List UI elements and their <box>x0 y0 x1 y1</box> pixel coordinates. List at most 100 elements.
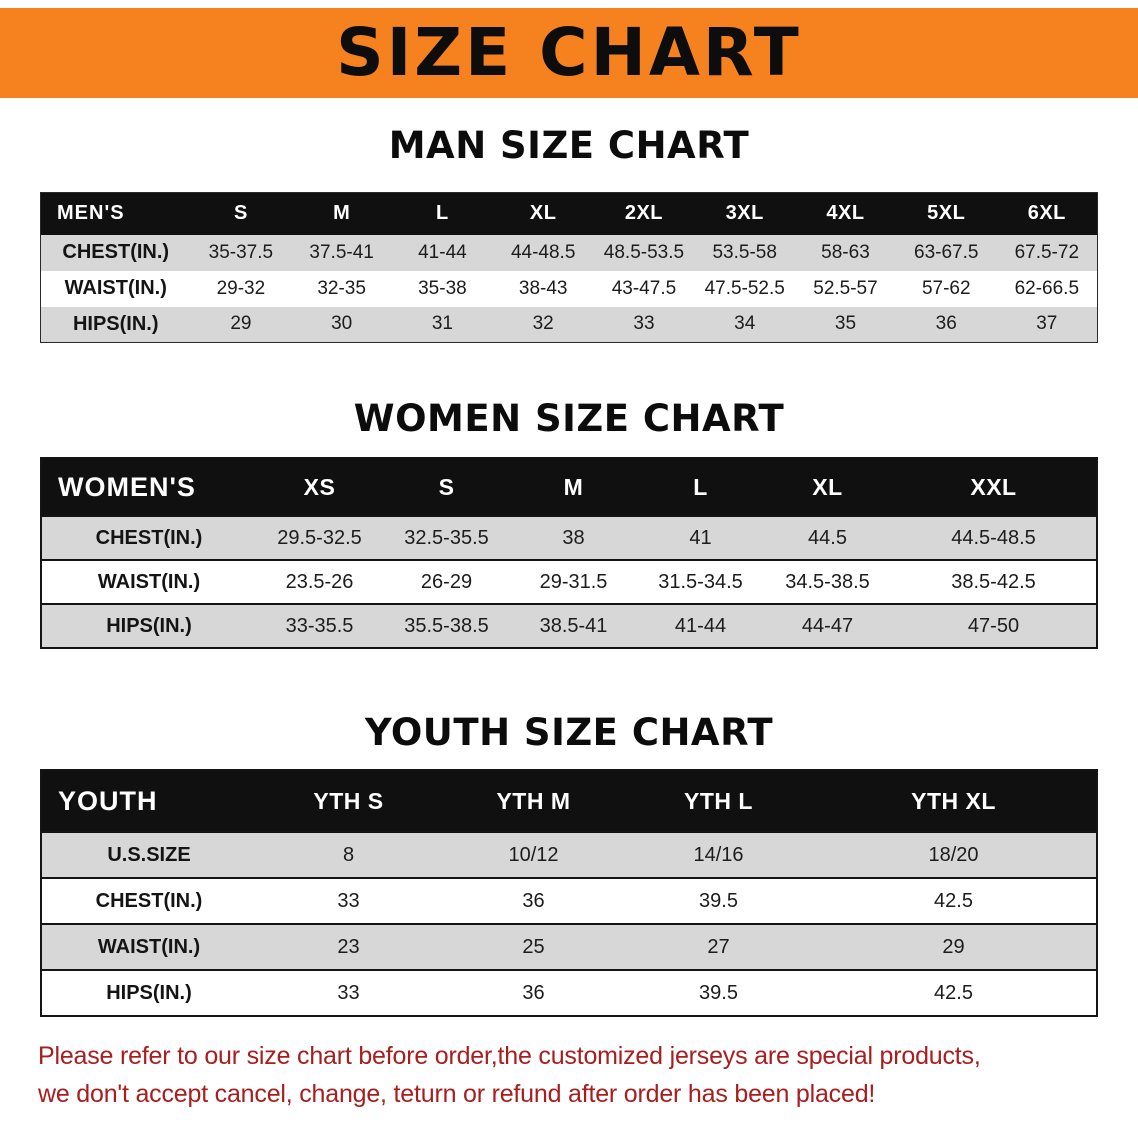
women-row-2: HIPS(IN.) 33-35.5 35.5-38.5 38.5-41 41-44 44-… <box>41 604 1097 648</box>
men-cell-r2-c6: 34 <box>734 313 756 335</box>
men-size-header-6xl: 6XL <box>1027 202 1066 225</box>
youth-size-table: YOUTH YTH S YTH M YTH L YTH XL U.S.SIZE 8 10/12… <box>40 769 1098 1017</box>
order-notice: Please refer to our size chart before or… <box>38 1037 1100 1113</box>
men-size-header-xl: XL <box>529 202 557 225</box>
men-row-1: WAIST(IN.) 29-32 32-35 35-38 38-43 43-47.5 47.… <box>40 270 1098 307</box>
men-cell-r2-c5: 33 <box>633 313 655 335</box>
men-size-header-3xl: 3XL <box>725 202 764 225</box>
men-cell-r0-c2: 37.5-41 <box>309 241 374 263</box>
youth-cell-r3-c4: 42.5 <box>934 981 973 1004</box>
youth-cell-r2-c1: 23 <box>337 935 360 958</box>
women-size-header-m: M <box>563 473 584 500</box>
youth-size-header-yth-s: YTH S <box>313 787 384 814</box>
men-size-table: MEN'S S M L XL 2XL 3XL 4XL 5XL 6XL CHEST(IN.) 35-37… <box>40 192 1098 343</box>
men-size-header-5xl: 5XL <box>927 202 966 225</box>
women-size-header-s: S <box>438 473 455 500</box>
men-size-header-4xl: 4XL <box>826 202 865 225</box>
youth-cell-r2-c3: 27 <box>707 935 730 958</box>
women-cell-r0-c6: 44.5-48.5 <box>951 526 1036 549</box>
youth-cell-r1-c3: 39.5 <box>699 889 738 912</box>
men-row-0: CHEST(IN.) 35-37.5 37.5-41 41-44 44-48.5 48.5… <box>40 234 1098 271</box>
men-row-label: CHEST(IN.) <box>62 241 170 263</box>
women-cell-r0-c4: 41 <box>689 526 712 549</box>
order-notice-line-2: we don't accept cancel, change, teturn o… <box>38 1080 876 1108</box>
women-cell-r1-c2: 26-29 <box>420 570 473 593</box>
youth-row-label: HIPS(IN.) <box>106 981 192 1004</box>
women-header-row: WOMEN'S XS S M L XL XXL <box>41 458 1097 516</box>
women-cell-r2-c5: 44-47 <box>801 614 854 637</box>
women-cell-r1-c6: 38.5-42.5 <box>951 570 1036 593</box>
men-cell-r0-c5: 48.5-53.5 <box>603 241 685 263</box>
women-cell-r2-c6: 47-50 <box>967 614 1020 637</box>
youth-cell-r2-c2: 25 <box>522 935 545 958</box>
men-cell-r0-c4: 44-48.5 <box>510 241 576 263</box>
women-cell-r1-c5: 34.5-38.5 <box>785 570 870 593</box>
youth-row-1: CHEST(IN.) 33 36 39.5 42.5 <box>41 878 1097 924</box>
women-cell-r1-c3: 29-31.5 <box>539 570 608 593</box>
banner-title: SIZE CHART <box>336 14 802 91</box>
women-cell-r0-c1: 29.5-32.5 <box>277 526 362 549</box>
men-cell-r2-c2: 30 <box>331 313 353 335</box>
youth-row-label: CHEST(IN.) <box>95 889 203 912</box>
youth-cell-r1-c4: 42.5 <box>934 889 973 912</box>
men-cell-r1-c5: 43-47.5 <box>611 277 677 299</box>
youth-cell-r1-c1: 33 <box>337 889 360 912</box>
men-cell-r1-c1: 29-32 <box>216 277 266 299</box>
men-size-header-2xl: 2XL <box>624 202 664 225</box>
men-cell-r1-c9: 62-66.5 <box>1014 277 1080 299</box>
youth-row-2: WAIST(IN.) 23 25 27 29 <box>41 924 1097 970</box>
women-row-label: CHEST(IN.) <box>95 526 203 549</box>
women-row-label: WAIST(IN.) <box>97 570 201 593</box>
women-table-title: WOMEN'S <box>58 471 196 502</box>
order-notice-line-1: Please refer to our size chart before or… <box>38 1042 981 1070</box>
man-section-heading: MAN SIZE CHART <box>388 124 750 167</box>
men-header-row: MEN'S S M L XL 2XL 3XL 4XL 5XL 6XL <box>40 192 1098 235</box>
youth-cell-r2-c4: 29 <box>942 935 965 958</box>
youth-header-row: YOUTH YTH S YTH M YTH L YTH XL <box>41 770 1097 832</box>
youth-row-label: WAIST(IN.) <box>97 935 201 958</box>
men-cell-r1-c2: 32-35 <box>317 277 366 299</box>
men-cell-r1-c6: 47.5-52.5 <box>704 277 785 299</box>
size-chart-banner: SIZE CHART <box>0 8 1138 98</box>
women-cell-r0-c5: 44.5 <box>808 526 847 549</box>
youth-cell-r0-c4: 18/20 <box>928 843 979 866</box>
men-cell-r2-c4: 32 <box>532 313 554 335</box>
youth-cell-r0-c1: 8 <box>342 843 355 866</box>
youth-size-header-yth-l: YTH L <box>684 787 753 814</box>
men-cell-r0-c3: 41-44 <box>418 241 467 263</box>
men-table-title: MEN'S <box>57 202 125 225</box>
women-row-label: HIPS(IN.) <box>106 614 192 637</box>
youth-cell-r3-c3: 39.5 <box>699 981 738 1004</box>
youth-size-header-yth-m: YTH M <box>496 787 571 814</box>
women-size-table: WOMEN'S XS S M L XL XXL CHEST(IN.) 29.5-32.5 32.5… <box>40 457 1098 649</box>
men-row-2: HIPS(IN.) 29 30 31 32 33 34 35 36 37 <box>40 306 1098 343</box>
women-size-header-l: L <box>693 473 708 500</box>
youth-section-heading: YOUTH SIZE CHART <box>364 711 774 754</box>
men-cell-r0-c6: 53.5-58 <box>712 241 777 263</box>
youth-row-3: HIPS(IN.) 33 36 39.5 42.5 <box>41 970 1097 1016</box>
women-section-heading: WOMEN SIZE CHART <box>353 397 785 440</box>
women-cell-r2-c2: 35.5-38.5 <box>404 614 489 637</box>
men-size-header-m: M <box>333 202 351 225</box>
men-cell-r2-c8: 36 <box>935 313 957 335</box>
women-row-0: CHEST(IN.) 29.5-32.5 32.5-35.5 38 41 44.5 44.5… <box>41 516 1097 560</box>
women-size-header-xl: XL <box>812 473 843 500</box>
men-row-label: HIPS(IN.) <box>72 312 159 335</box>
men-cell-r0-c7: 58-63 <box>821 241 870 263</box>
youth-size-header-yth-xl: YTH XL <box>911 787 996 814</box>
men-cell-r1-c3: 35-38 <box>418 277 467 299</box>
men-cell-r2-c9: 37 <box>1036 313 1058 335</box>
women-cell-r0-c2: 32.5-35.5 <box>404 526 489 549</box>
men-cell-r2-c7: 35 <box>834 313 857 335</box>
women-cell-r2-c4: 41-44 <box>674 614 727 637</box>
youth-cell-r0-c2: 10/12 <box>508 843 559 866</box>
youth-cell-r3-c1: 33 <box>337 981 360 1004</box>
men-cell-r1-c8: 57-62 <box>921 277 971 299</box>
women-cell-r2-c3: 38.5-41 <box>539 614 608 637</box>
youth-cell-r0-c3: 14/16 <box>693 843 744 866</box>
men-size-header-l: L <box>436 202 449 225</box>
women-cell-r1-c4: 31.5-34.5 <box>658 570 743 593</box>
youth-table-title: YOUTH <box>58 785 158 816</box>
women-row-1: WAIST(IN.) 23.5-26 26-29 29-31.5 31.5-34.5 34… <box>41 560 1097 604</box>
men-cell-r2-c3: 31 <box>431 313 453 335</box>
